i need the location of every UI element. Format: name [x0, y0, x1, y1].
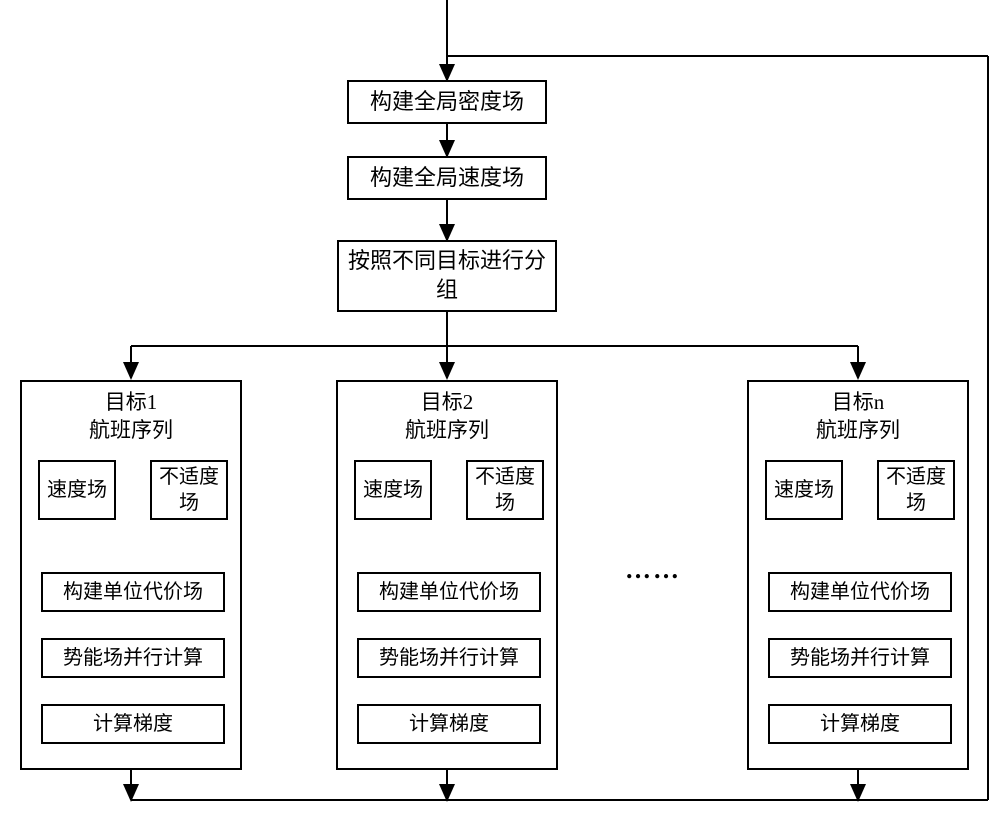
group-1-title: 目标1 航班序列	[22, 388, 240, 445]
group-2-title-line1: 目标2	[421, 390, 474, 414]
group-1-discomfort-field: 不适度场	[150, 460, 228, 520]
group-n-build-unit-cost: 构建单位代价场	[768, 572, 952, 612]
group-1-compute-gradient: 计算梯度	[41, 704, 225, 744]
group-1-velocity-field: 速度场	[38, 460, 116, 520]
group-1-title-line1: 目标1	[105, 390, 158, 414]
step-group-by-target: 按照不同目标进行分组	[337, 240, 557, 312]
group-2-title: 目标2 航班序列	[338, 388, 556, 445]
group-2-potential-parallel: 势能场并行计算	[357, 638, 541, 678]
group-n-discomfort-field: 不适度场	[877, 460, 955, 520]
group-1-title-line2: 航班序列	[89, 418, 173, 442]
group-1-build-unit-cost: 构建单位代价场	[41, 572, 225, 612]
group-target-n: 目标n 航班序列 速度场 不适度场 构建单位代价场 势能场并行计算 计算梯度	[747, 380, 969, 770]
group-n-velocity-field: 速度场	[765, 460, 843, 520]
group-n-title-line1: 目标n	[832, 390, 885, 414]
group-n-title: 目标n 航班序列	[749, 388, 967, 445]
group-1-potential-parallel: 势能场并行计算	[41, 638, 225, 678]
group-2-compute-gradient: 计算梯度	[357, 704, 541, 744]
group-2-title-line2: 航班序列	[405, 418, 489, 442]
step-build-global-density: 构建全局密度场	[347, 80, 547, 124]
group-n-potential-parallel: 势能场并行计算	[768, 638, 952, 678]
group-target-1: 目标1 航班序列 速度场 不适度场 构建单位代价场 势能场并行计算 计算梯度	[20, 380, 242, 770]
groups-ellipsis: ……	[625, 555, 681, 585]
group-2-velocity-field: 速度场	[354, 460, 432, 520]
group-2-build-unit-cost: 构建单位代价场	[357, 572, 541, 612]
group-n-title-line2: 航班序列	[816, 418, 900, 442]
step-build-global-velocity: 构建全局速度场	[347, 156, 547, 200]
group-2-discomfort-field: 不适度场	[466, 460, 544, 520]
group-n-compute-gradient: 计算梯度	[768, 704, 952, 744]
group-target-2: 目标2 航班序列 速度场 不适度场 构建单位代价场 势能场并行计算 计算梯度	[336, 380, 558, 770]
